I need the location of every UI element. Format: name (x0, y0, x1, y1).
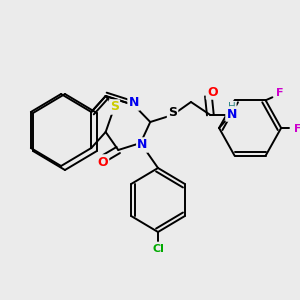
Text: Cl: Cl (152, 244, 164, 254)
Text: N: N (226, 107, 237, 121)
Text: O: O (98, 155, 108, 169)
Text: S: S (110, 100, 119, 113)
Text: N: N (137, 139, 148, 152)
Text: F: F (294, 124, 300, 134)
Text: H: H (228, 102, 236, 112)
Text: F: F (276, 88, 284, 98)
Text: O: O (207, 85, 217, 98)
Text: N: N (129, 97, 139, 110)
Text: S: S (168, 106, 177, 119)
